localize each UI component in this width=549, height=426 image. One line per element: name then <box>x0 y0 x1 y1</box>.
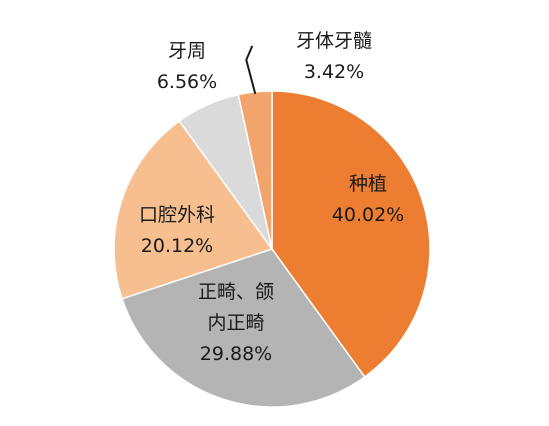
pie-slice-2 <box>121 248 366 408</box>
slice-label-line: 6.56% <box>157 71 217 93</box>
pie-slice-1 <box>271 90 431 378</box>
slice-label-line: 29.88% <box>200 343 272 365</box>
slice-label-4: 牙周 6.56% <box>157 40 217 93</box>
slice-label-2: 正畸、颌内正畸 29.88% <box>198 281 274 365</box>
slice-label-5: 牙体牙髓 3.42% <box>296 30 372 83</box>
slice-label-1: 种植 40.02% <box>332 173 404 226</box>
slice-label-line: 种植 <box>349 173 387 195</box>
slice-label-line: 3.42% <box>304 61 364 83</box>
pie-slices <box>113 90 431 408</box>
leader-lines <box>245 45 257 95</box>
slice-label-line: 40.02% <box>332 204 404 226</box>
slice-label-line: 内正畸 <box>207 312 264 334</box>
slice-label-line: 牙体牙髓 <box>296 30 372 52</box>
slice-label-line: 口腔外科 <box>139 204 215 226</box>
slice-label-line: 牙周 <box>168 40 206 62</box>
leader-line-slice-5 <box>245 45 257 95</box>
slice-label-3: 口腔外科 20.12% <box>139 204 215 257</box>
slice-label-line: 20.12% <box>141 235 213 257</box>
pie-slice-3 <box>113 120 274 300</box>
slice-label-line: 正畸、颌 <box>198 281 274 303</box>
slice-labels: 种植 40.02% 正畸、颌内正畸 29.88% 口腔外科 20.12% 牙周 6.56% 牙体… <box>139 30 404 365</box>
